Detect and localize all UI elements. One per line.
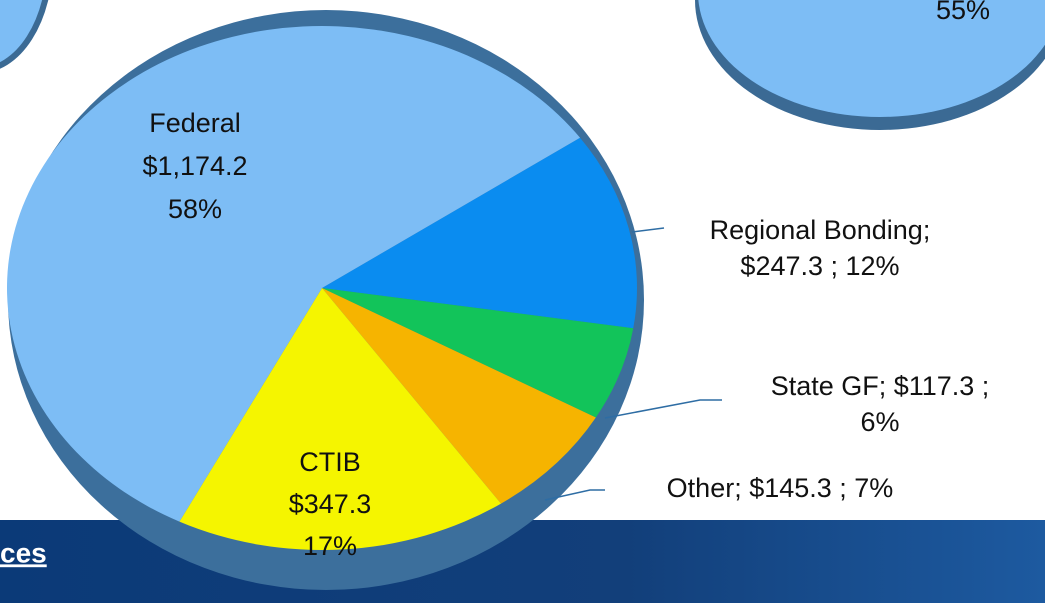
slice-label: $1,174.2 bbox=[142, 151, 247, 181]
slice-label: CTIB bbox=[299, 447, 361, 477]
leader-line bbox=[544, 489, 605, 501]
pie-slice bbox=[322, 137, 637, 329]
pie-slice bbox=[6, 25, 581, 522]
partial-pie-label: 55% bbox=[936, 0, 990, 25]
partial-pie-right bbox=[698, 0, 1045, 117]
partial-pie-left bbox=[0, 0, 49, 69]
slice-label: $247.3 ; 12% bbox=[740, 251, 899, 281]
slice-label: Regional Bonding; bbox=[710, 215, 931, 245]
slice-label: 58% bbox=[168, 194, 222, 224]
pie-slice bbox=[322, 288, 596, 504]
pie-slice bbox=[322, 288, 634, 418]
pie bbox=[6, 25, 637, 550]
pie-slice bbox=[179, 288, 502, 550]
slice-label: 6% bbox=[860, 407, 899, 437]
slice-label: Federal bbox=[149, 108, 241, 138]
footer-link[interactable]: ces bbox=[0, 537, 47, 568]
slice-label: Other; $145.3 ; 7% bbox=[667, 473, 894, 503]
slice-label: $347.3 bbox=[289, 489, 372, 519]
leader-line bbox=[604, 399, 722, 419]
slice-label: 17% bbox=[303, 531, 357, 561]
slice-label: State GF; $117.3 ; bbox=[771, 371, 990, 401]
leader-line bbox=[631, 227, 665, 233]
